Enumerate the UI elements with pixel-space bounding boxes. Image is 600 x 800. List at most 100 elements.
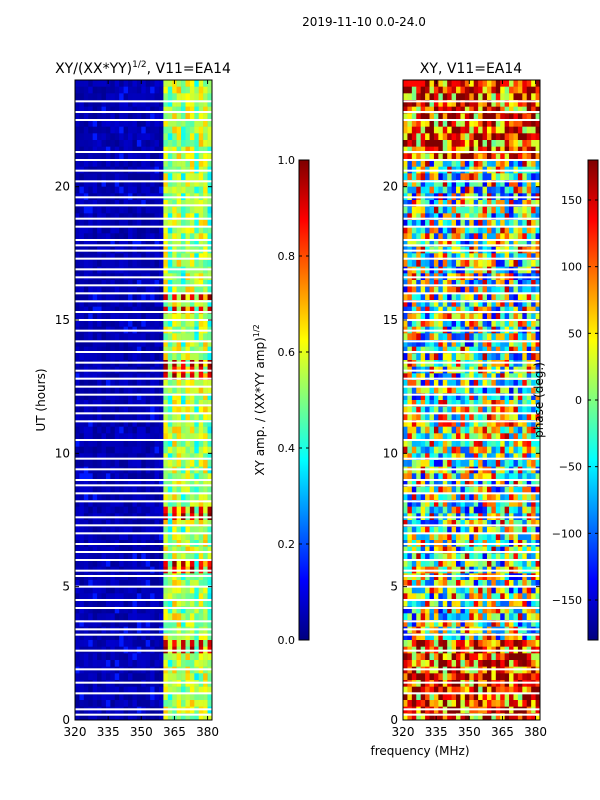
heatmap-cell	[207, 226, 212, 234]
heatmap-cell	[531, 240, 536, 247]
heatmap-cell	[123, 353, 129, 361]
heatmap-cell	[198, 313, 204, 321]
heatmap-cell	[119, 526, 124, 534]
heatmap-cell	[451, 346, 457, 354]
heatmap-cell	[110, 460, 116, 467]
heatmap-cell	[181, 100, 186, 107]
heatmap-cell	[158, 306, 164, 314]
heatmap-cell	[207, 146, 212, 154]
heatmap-cell	[456, 460, 461, 467]
heatmap-cell	[513, 460, 519, 467]
heatmap-cell	[92, 253, 98, 261]
heatmap-cell	[92, 393, 98, 401]
heatmap-cell	[460, 406, 466, 414]
heatmap-cell	[145, 233, 151, 241]
heatmap-cell	[407, 106, 413, 114]
heatmap-cell	[198, 686, 204, 694]
heatmap-cell	[185, 153, 191, 161]
heatmap-cell	[500, 86, 505, 94]
heatmap-cell	[136, 600, 142, 607]
heatmap-cell	[203, 313, 208, 321]
heatmap-cell	[128, 146, 133, 154]
heatmap-cell	[185, 713, 191, 720]
heatmap-cell	[535, 126, 540, 134]
heatmap-cell	[531, 280, 536, 287]
heatmap-cell	[105, 420, 111, 427]
heatmap-cell	[403, 386, 408, 394]
heatmap-cell	[123, 580, 129, 587]
heatmap-cell	[429, 353, 435, 361]
heatmap-cell	[110, 533, 116, 541]
heatmap-cell	[203, 146, 208, 154]
heatmap-cell	[136, 520, 142, 527]
heatmap-cell	[513, 226, 519, 234]
heatmap-cell	[123, 380, 129, 387]
heatmap-cell	[114, 300, 120, 307]
heatmap-cell	[110, 106, 116, 114]
heatmap-cell	[141, 386, 147, 394]
heatmap-cell	[128, 153, 133, 161]
heatmap-cell	[491, 480, 497, 487]
heatmap-cell	[535, 373, 540, 381]
heatmap-cell	[136, 353, 142, 361]
heatmap-cell	[176, 533, 182, 541]
heatmap-cell	[203, 306, 208, 314]
heatmap-cell	[491, 280, 497, 287]
heatmap-cell	[79, 146, 85, 154]
heatmap-cell	[136, 473, 142, 481]
heatmap-cell	[154, 653, 160, 661]
heatmap-cell	[451, 160, 457, 167]
heatmap-cell	[105, 700, 111, 707]
heatmap-cell	[189, 613, 195, 621]
heatmap-cell	[167, 373, 173, 381]
heatmap-cell	[83, 93, 89, 101]
heatmap-cell	[101, 420, 107, 427]
heatmap-cell	[203, 460, 208, 467]
heatmap-cell	[136, 233, 142, 241]
heatmap-cell	[526, 173, 532, 181]
heatmap-cell	[420, 226, 426, 234]
heatmap-cell	[460, 200, 466, 207]
heatmap-cell	[128, 220, 133, 227]
heatmap-cell	[207, 333, 212, 341]
heatmap-cell	[522, 393, 528, 401]
heatmap-cell	[451, 186, 457, 194]
heatmap-cell	[495, 313, 501, 321]
heatmap-cell	[478, 160, 483, 167]
heatmap-cell	[97, 180, 102, 187]
heatmap-cell	[456, 160, 461, 167]
heatmap-cell	[79, 153, 85, 161]
heatmap-cell	[420, 80, 426, 87]
heatmap-cell	[88, 220, 93, 227]
heatmap-cell	[451, 140, 457, 147]
heatmap-cell	[203, 346, 208, 354]
heatmap-cell	[163, 506, 169, 514]
heatmap-cell	[185, 160, 191, 167]
heatmap-cell	[456, 480, 461, 487]
amplitude-colorbar-strip	[298, 159, 310, 641]
heatmap-cell	[416, 373, 421, 381]
heatmap-cell	[163, 286, 169, 294]
heatmap-cell	[75, 280, 80, 287]
heatmap-cell	[167, 226, 173, 234]
heatmap-cell	[154, 146, 160, 154]
heatmap-cell	[517, 233, 523, 241]
heatmap-cell	[176, 420, 182, 427]
heatmap-cell	[92, 600, 98, 607]
heatmap-cell	[207, 346, 212, 354]
amplitude-title-rest: , V11=EA14	[147, 61, 231, 77]
heatmap-cell	[141, 593, 147, 601]
heatmap-cell	[531, 93, 536, 101]
heatmap-cell	[189, 453, 195, 461]
heatmap-cell	[75, 293, 80, 301]
heatmap-cell	[101, 233, 107, 241]
heatmap-cell	[203, 160, 208, 167]
heatmap-cell	[128, 260, 133, 267]
heatmap-cell	[83, 133, 89, 141]
heatmap-cell	[97, 340, 102, 347]
heatmap-cell	[517, 373, 523, 381]
heatmap-cell	[172, 280, 177, 287]
heatmap-cell	[176, 120, 182, 127]
heatmap-cell	[79, 233, 85, 241]
heatmap-cell	[407, 313, 413, 321]
